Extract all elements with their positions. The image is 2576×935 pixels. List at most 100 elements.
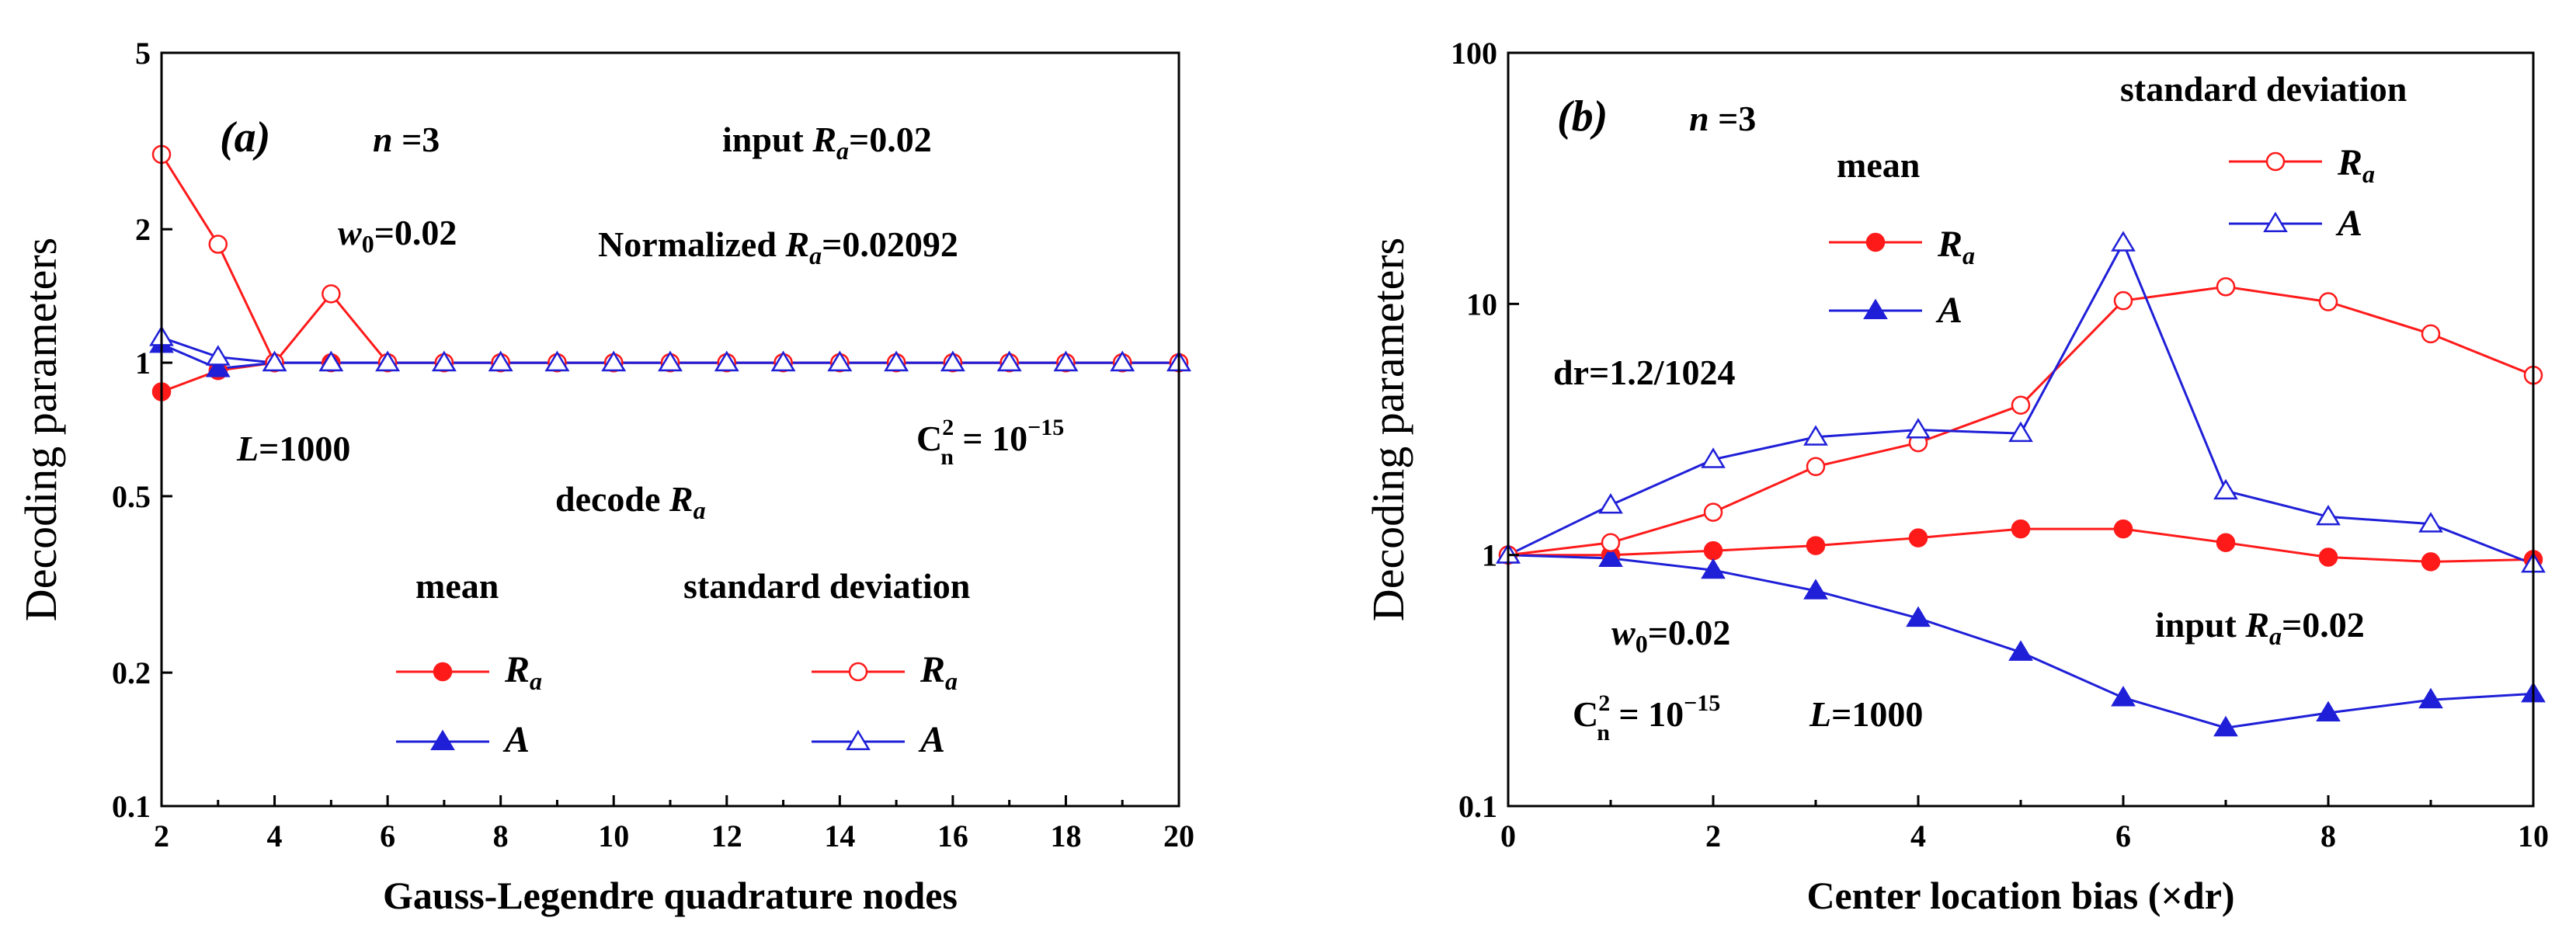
y-tick-label-a: 0.1 xyxy=(112,789,151,824)
y-tick-label-a: 5 xyxy=(135,36,151,71)
data-point-b-0 xyxy=(2216,533,2236,553)
legend-symbol-mean-ra-b xyxy=(1865,232,1886,252)
x-tick-label-a: 18 xyxy=(1050,819,1081,853)
annotation-w0-b: w0=0.02 xyxy=(1611,613,1730,658)
legend-header-mean-a: mean xyxy=(415,566,499,606)
data-point-a-3 xyxy=(432,350,457,372)
data-point-b-0 xyxy=(2011,519,2031,539)
x-tick-label-a: 6 xyxy=(380,819,395,853)
data-point-a-1 xyxy=(205,356,231,377)
legend-symbol-mean-a-a xyxy=(430,729,455,750)
x-tick-label-a: 12 xyxy=(711,819,742,853)
legend-a: mean standard deviation Ra A Ra A xyxy=(396,566,970,760)
data-point-a-3 xyxy=(375,350,400,372)
data-point-b-1 xyxy=(2316,700,2341,722)
data-point-a-3 xyxy=(262,350,287,372)
data-point-b-2 xyxy=(2318,292,2338,311)
x-tick-label-b: 0 xyxy=(1500,819,1516,853)
legend-label-std-a-a: A xyxy=(918,719,945,760)
legend-symbol-mean-ra-a xyxy=(433,662,453,682)
data-point-b-0 xyxy=(1703,540,1723,561)
data-point-b-2 xyxy=(2011,395,2031,415)
x-axis-label-b: Center location bias (×dr) xyxy=(1806,874,2234,917)
x-tick-label-a: 10 xyxy=(598,819,629,853)
data-point-b-1 xyxy=(2111,686,2136,707)
data-point-b-2 xyxy=(2113,290,2133,311)
data-point-a-3 xyxy=(658,350,683,372)
annotation-w0-a: w0=0.02 xyxy=(338,213,457,258)
data-point-a-3 xyxy=(996,350,1022,372)
y-tick-label-b: 0.1 xyxy=(1458,789,1497,824)
data-point-b-3 xyxy=(1701,447,1726,468)
data-point-b-3 xyxy=(1803,425,1828,446)
annotation-cn2-a: C2 n = 10−15 xyxy=(916,415,1064,470)
data-point-b-3 xyxy=(2316,504,2341,526)
x-tick-label-a: 2 xyxy=(154,819,169,853)
legend-label-mean-ra-a: Ra xyxy=(504,649,542,695)
x-tick-label-b: 4 xyxy=(1910,819,1926,853)
data-point-b-0 xyxy=(1908,528,1928,547)
legend-label-std-a-b: A xyxy=(2335,203,2362,244)
x-tick-label-a: 16 xyxy=(937,819,968,853)
data-point-a-3 xyxy=(318,350,344,372)
legend-header-std-a: standard deviation xyxy=(683,566,970,606)
x-tick-label-b: 8 xyxy=(2320,819,2336,853)
y-axis-label-b: Decoding parameters xyxy=(1363,238,1413,621)
legend-label-std-ra-b: Ra xyxy=(2337,142,2375,188)
y-tick-label-a: 1 xyxy=(135,346,151,381)
data-point-a-2 xyxy=(322,284,341,304)
data-point-b-1 xyxy=(1906,606,1931,627)
data-point-a-3 xyxy=(601,350,627,372)
legend-label-std-ra-a: Ra xyxy=(920,649,958,695)
y-tick-label-a: 0.2 xyxy=(112,655,151,690)
data-point-a-3 xyxy=(1110,350,1135,372)
data-point-b-3 xyxy=(2008,421,2033,443)
data-point-a-2 xyxy=(208,235,228,254)
annotation-n-a: n =3 xyxy=(373,120,440,159)
legend-symbol-std-ra-b xyxy=(2265,151,2286,172)
y-tick-label-b: 100 xyxy=(1451,36,1497,71)
series-line-b-2 xyxy=(1507,285,2534,557)
y-tick-label-b: 1 xyxy=(1482,538,1497,573)
data-point-b-2 xyxy=(1703,502,1723,522)
x-tick-label-a: 4 xyxy=(267,819,283,853)
data-point-a-3 xyxy=(827,350,853,372)
data-point-b-3 xyxy=(1906,418,1931,439)
annotation-L-b: L=1000 xyxy=(1809,694,1923,734)
x-tick-label-a: 8 xyxy=(493,819,509,853)
legend-header-std-b: standard deviation xyxy=(2120,69,2407,109)
data-point-b-0 xyxy=(2421,552,2441,572)
data-point-a-3 xyxy=(770,350,796,372)
panel-b: 0 2 4 6 8 10 0.1 1 10 100 Decoding parameters Cen… xyxy=(1363,36,2549,917)
data-point-a-3 xyxy=(205,345,231,366)
data-point-b-3 xyxy=(2111,231,2136,252)
legend-label-mean-ra-b: Ra xyxy=(1937,224,1975,269)
x-tick-label-b: 10 xyxy=(2518,819,2549,853)
data-point-b-1 xyxy=(2213,715,2238,737)
data-point-b-1 xyxy=(1803,579,1828,600)
data-point-a-3 xyxy=(544,350,570,372)
data-point-b-3 xyxy=(2213,478,2238,500)
x-tick-label-b: 2 xyxy=(1705,819,1721,853)
data-point-b-1 xyxy=(1701,558,1726,579)
y-tick-label-b: 10 xyxy=(1466,287,1497,322)
data-point-b-0 xyxy=(2113,519,2133,539)
data-point-a-3 xyxy=(488,350,513,372)
legend-symbol-std-ra-a xyxy=(848,662,868,682)
x-tick-label-a: 20 xyxy=(1163,819,1194,853)
annotation-n-b: n =3 xyxy=(1689,99,1756,138)
annotation-input-a: input Ra=0.02 xyxy=(722,120,932,165)
annotation-dr-b: dr=1.2/1024 xyxy=(1553,353,1736,392)
y-tick-label-a: 2 xyxy=(135,212,151,247)
legend-symbol-std-a-a xyxy=(846,729,871,750)
data-point-a-3 xyxy=(714,350,739,372)
x-tick-label-b: 6 xyxy=(2115,819,2131,853)
y-tick-label-a: 0.5 xyxy=(112,479,151,514)
legend-b: mean standard deviation Ra A Ra A xyxy=(1829,69,2407,331)
data-point-b-2 xyxy=(1601,533,1621,553)
data-point-b-2 xyxy=(1806,457,1826,477)
annotation-normalized-a: Normalized Ra=0.02092 xyxy=(598,224,958,269)
y-axis-label-a: Decoding parameters xyxy=(16,238,66,621)
